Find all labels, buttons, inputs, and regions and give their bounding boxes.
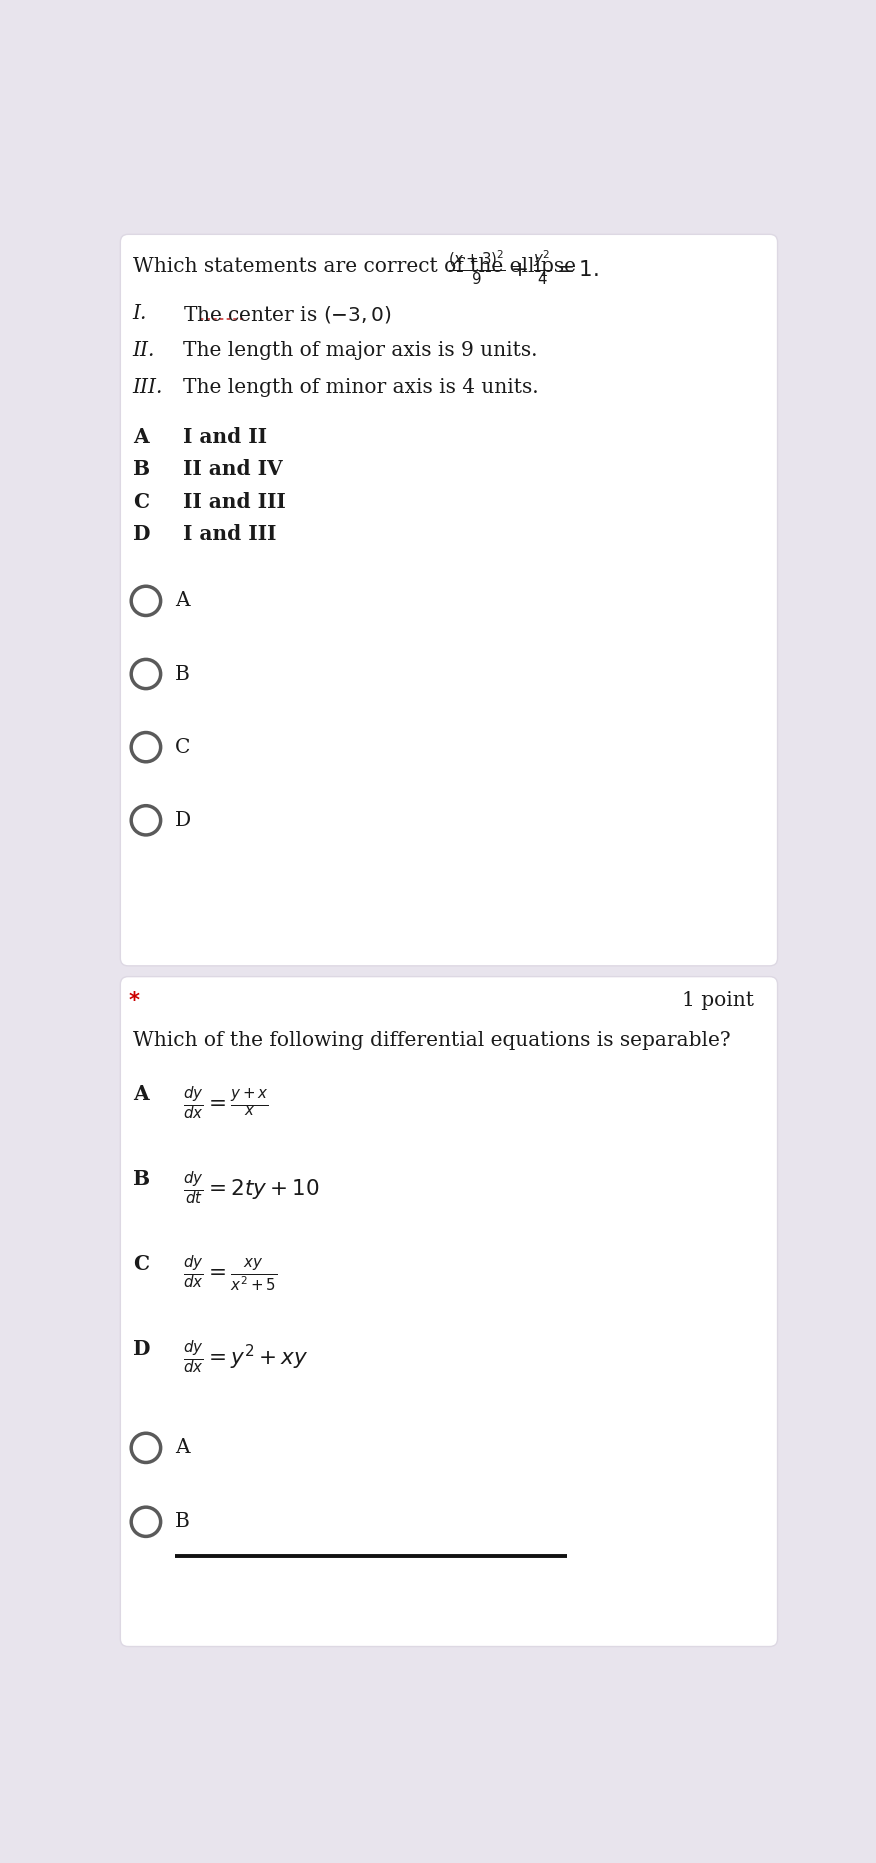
FancyBboxPatch shape <box>120 976 778 1647</box>
Text: C: C <box>133 492 149 512</box>
Text: I and II: I and II <box>183 427 267 447</box>
Text: Which of the following differential equations is separable?: Which of the following differential equa… <box>133 1030 731 1049</box>
Text: D: D <box>175 810 192 829</box>
Text: II.: II. <box>133 341 155 360</box>
Text: $\frac{dy}{dt} = 2ty+10$: $\frac{dy}{dt} = 2ty+10$ <box>183 1170 320 1207</box>
Text: 1 point: 1 point <box>682 991 754 1010</box>
Text: D: D <box>133 1338 151 1358</box>
Text: $\frac{dy}{dx} = \frac{xy}{x^2+5}$: $\frac{dy}{dx} = \frac{xy}{x^2+5}$ <box>183 1254 278 1295</box>
Text: I and III: I and III <box>183 524 277 544</box>
Text: The length of minor axis is 4 units.: The length of minor axis is 4 units. <box>183 378 539 397</box>
Text: A: A <box>133 1084 148 1105</box>
Text: *: * <box>128 991 139 1012</box>
Text: C: C <box>175 738 191 756</box>
Text: The length of major axis is 9 units.: The length of major axis is 9 units. <box>183 341 538 360</box>
Text: II and IV: II and IV <box>183 458 283 479</box>
Text: C: C <box>133 1254 149 1274</box>
Text: B: B <box>175 1513 190 1531</box>
Text: B: B <box>133 458 150 479</box>
Text: Which statements are correct of the ellipse: Which statements are correct of the elli… <box>133 257 576 276</box>
Text: The center is $(-3,0)$: The center is $(-3,0)$ <box>183 304 392 326</box>
Text: I.: I. <box>133 304 147 324</box>
Text: B: B <box>175 665 190 684</box>
Text: $\frac{dy}{dx} = \frac{y+x}{x}$: $\frac{dy}{dx} = \frac{y+x}{x}$ <box>183 1084 269 1122</box>
Text: A: A <box>175 1438 190 1457</box>
Text: B: B <box>133 1170 150 1189</box>
Text: $\frac{dy}{dx} = y^2+xy$: $\frac{dy}{dx} = y^2+xy$ <box>183 1338 308 1377</box>
Text: III.: III. <box>133 378 163 397</box>
Text: $\frac{(x+3)^2}{9} + \frac{y^2}{4} = 1.$: $\frac{(x+3)^2}{9} + \frac{y^2}{4} = 1.$ <box>449 248 599 287</box>
Text: A: A <box>133 427 148 447</box>
FancyBboxPatch shape <box>120 235 778 965</box>
Text: D: D <box>133 524 151 544</box>
Text: II and III: II and III <box>183 492 286 512</box>
Text: A: A <box>175 591 190 611</box>
